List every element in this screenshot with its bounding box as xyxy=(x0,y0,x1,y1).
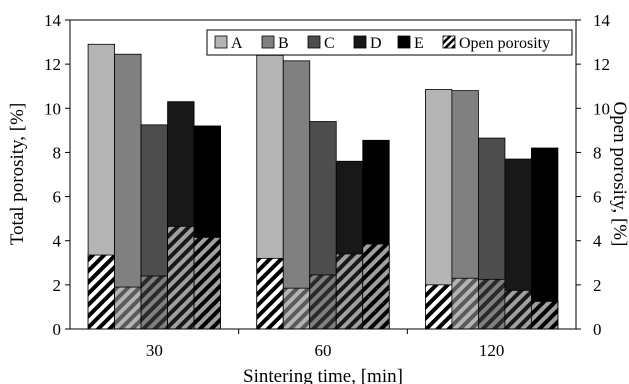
legend-swatch-open-porosity xyxy=(442,35,456,49)
bar-open-A-120 xyxy=(425,284,453,330)
x-tick-label: 30 xyxy=(146,341,163,360)
legend: A B C D E Open porosity xyxy=(206,29,573,56)
y-right-axis-title: Open porosity, [%] xyxy=(609,102,629,247)
y-left-tick-label: 14 xyxy=(44,11,62,30)
y-right-tick-label: 12 xyxy=(593,55,610,74)
y-right-tick-label: 10 xyxy=(593,99,610,118)
bar-group xyxy=(87,43,559,330)
y-right-tick-label: 6 xyxy=(593,188,602,207)
x-tick-label: 60 xyxy=(315,341,332,360)
legend-label-a: A xyxy=(231,35,243,52)
legend-swatch-e xyxy=(397,35,411,49)
bar-open-D-30 xyxy=(167,225,195,330)
bar-open-B-60 xyxy=(282,287,311,330)
legend-swatch-c xyxy=(307,35,321,49)
y-left-tick-label: 8 xyxy=(53,143,62,162)
legend-label-open-porosity: Open porosity xyxy=(459,35,550,52)
bar-open-C-60 xyxy=(309,274,337,330)
legend-label-e: E xyxy=(414,35,424,52)
bar-open-B-120 xyxy=(451,277,479,330)
y-right-tick-label: 8 xyxy=(593,143,602,162)
bar-open-D-120 xyxy=(504,289,532,330)
x-tick-label: 120 xyxy=(479,341,505,360)
legend-label-d: D xyxy=(370,35,382,52)
y-left-tick-label: 4 xyxy=(53,232,62,251)
y-right-tick-label: 14 xyxy=(593,11,611,30)
bar-open-C-30 xyxy=(140,275,168,330)
bar-open-E-120 xyxy=(531,301,559,330)
y-left-tick-label: 10 xyxy=(44,99,61,118)
y-right-tick-label: 2 xyxy=(593,276,602,295)
legend-label-b: B xyxy=(278,35,289,52)
x-axis-title: Sintering time, [min] xyxy=(243,366,403,384)
y-left-tick-label: 0 xyxy=(53,320,62,339)
legend-label-c: C xyxy=(324,35,335,52)
y-left-ticks: 0 2 4 6 8 10 12 14 xyxy=(44,11,70,339)
bar-open-D-60 xyxy=(335,253,364,330)
bar-open-A-30 xyxy=(87,254,115,330)
plot-frame xyxy=(69,19,577,330)
legend-swatch-d xyxy=(353,35,367,49)
y-left-tick-label: 2 xyxy=(53,276,62,295)
y-right-ticks: 0 2 4 6 8 10 12 14 xyxy=(576,11,611,339)
y-left-tick-label: 6 xyxy=(53,188,62,207)
x-ticks: 30 60 120 xyxy=(146,329,505,360)
bar-open-E-60 xyxy=(362,243,390,330)
y-right-tick-label: 4 xyxy=(593,232,602,251)
bar-open-A-60 xyxy=(256,257,284,330)
y-left-axis-title: Total porosity, [%] xyxy=(7,103,28,246)
bar-open-E-30 xyxy=(193,237,221,330)
y-right-tick-label: 0 xyxy=(593,320,602,339)
bar-total-B-30 xyxy=(114,53,142,330)
legend-swatch-a xyxy=(214,35,228,49)
y-left-tick-label: 12 xyxy=(44,55,61,74)
bar-open-B-30 xyxy=(114,286,142,330)
bar-open-C-120 xyxy=(478,278,506,330)
legend-swatch-b xyxy=(261,35,275,49)
